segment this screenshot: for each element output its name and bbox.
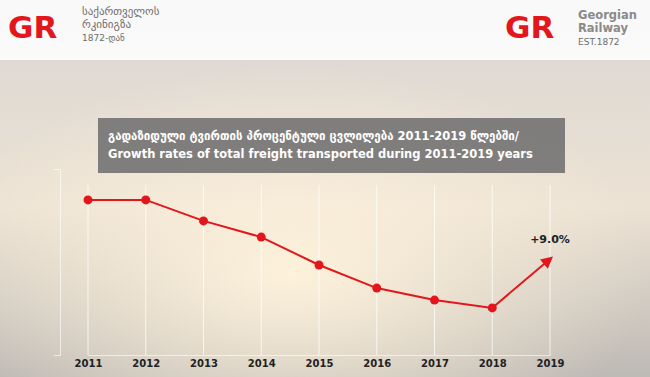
logo-text: Railway: [578, 21, 629, 35]
grid-line: [203, 185, 204, 355]
x-tick-label: 2018: [479, 358, 507, 369]
x-tick-label: 2014: [248, 358, 276, 369]
x-tick: 2017: [421, 355, 449, 369]
background-glow: [0, 0, 650, 377]
x-tick-label: 2016: [363, 358, 391, 369]
x-tick: 2019: [537, 355, 565, 369]
marker-arrow: [540, 252, 557, 269]
x-tick: 2013: [190, 355, 218, 369]
marker: [257, 233, 266, 242]
grid-line: [88, 185, 89, 355]
logo-text: Georgian: [578, 8, 637, 22]
background: [0, 0, 650, 377]
x-tick: 2016: [363, 355, 391, 369]
x-axis: 2011 2012 2013 2014 2015 2016 2017 2018 2019: [75, 355, 565, 369]
header-band: [0, 0, 650, 60]
marker: [141, 195, 150, 204]
logo: GR: [505, 9, 554, 45]
plot-area: [84, 195, 557, 312]
grid-line: [319, 185, 320, 355]
logo: GR: [8, 9, 57, 45]
marker: [488, 303, 497, 312]
x-tick: 2011: [75, 355, 103, 369]
x-tick-label: 2017: [421, 358, 449, 369]
logo-text: EST.1872: [578, 37, 620, 47]
grid-line: [550, 185, 551, 355]
x-tick-label: 2011: [75, 358, 103, 369]
x-axis-line: [89, 355, 551, 356]
x-tick-label: 2015: [306, 358, 334, 369]
marker: [372, 284, 381, 293]
x-tick: 2014: [248, 355, 276, 369]
marker: [430, 296, 439, 305]
grid-line: [261, 185, 262, 355]
x-tick: 2015: [306, 355, 334, 369]
grid-line: [492, 185, 493, 355]
x-tick-label: 2013: [190, 358, 218, 369]
logo-text: რკინიგზა: [82, 18, 131, 31]
chart: GR საქართველოსრკინიგზა 1872-დან GR GeorgianR…: [0, 0, 650, 377]
title: Growth rates of total freight transporte…: [108, 147, 533, 161]
x-tick-label: 2019: [537, 358, 565, 369]
title-box: [98, 118, 565, 173]
data-label: +9.0%: [530, 233, 570, 246]
marker: [199, 216, 208, 225]
grid-line: [434, 185, 435, 355]
y-axis: [54, 170, 61, 356]
marker: [84, 195, 93, 204]
x-tick: 2018: [479, 355, 507, 369]
grid-line: [376, 185, 377, 355]
logo-text: საქართველოს: [82, 5, 160, 18]
x-tick-label: 2012: [132, 358, 160, 369]
grid-line: [145, 185, 146, 355]
grid: [88, 185, 550, 355]
title: გადაზიდული ტვირთის პროცენტული ცვლილება 2…: [108, 129, 520, 143]
x-tick: 2012: [132, 355, 160, 369]
y-axis-line: [54, 170, 61, 356]
logo-text: 1872-დან: [82, 33, 125, 43]
marker: [315, 261, 324, 270]
line: [88, 200, 550, 308]
